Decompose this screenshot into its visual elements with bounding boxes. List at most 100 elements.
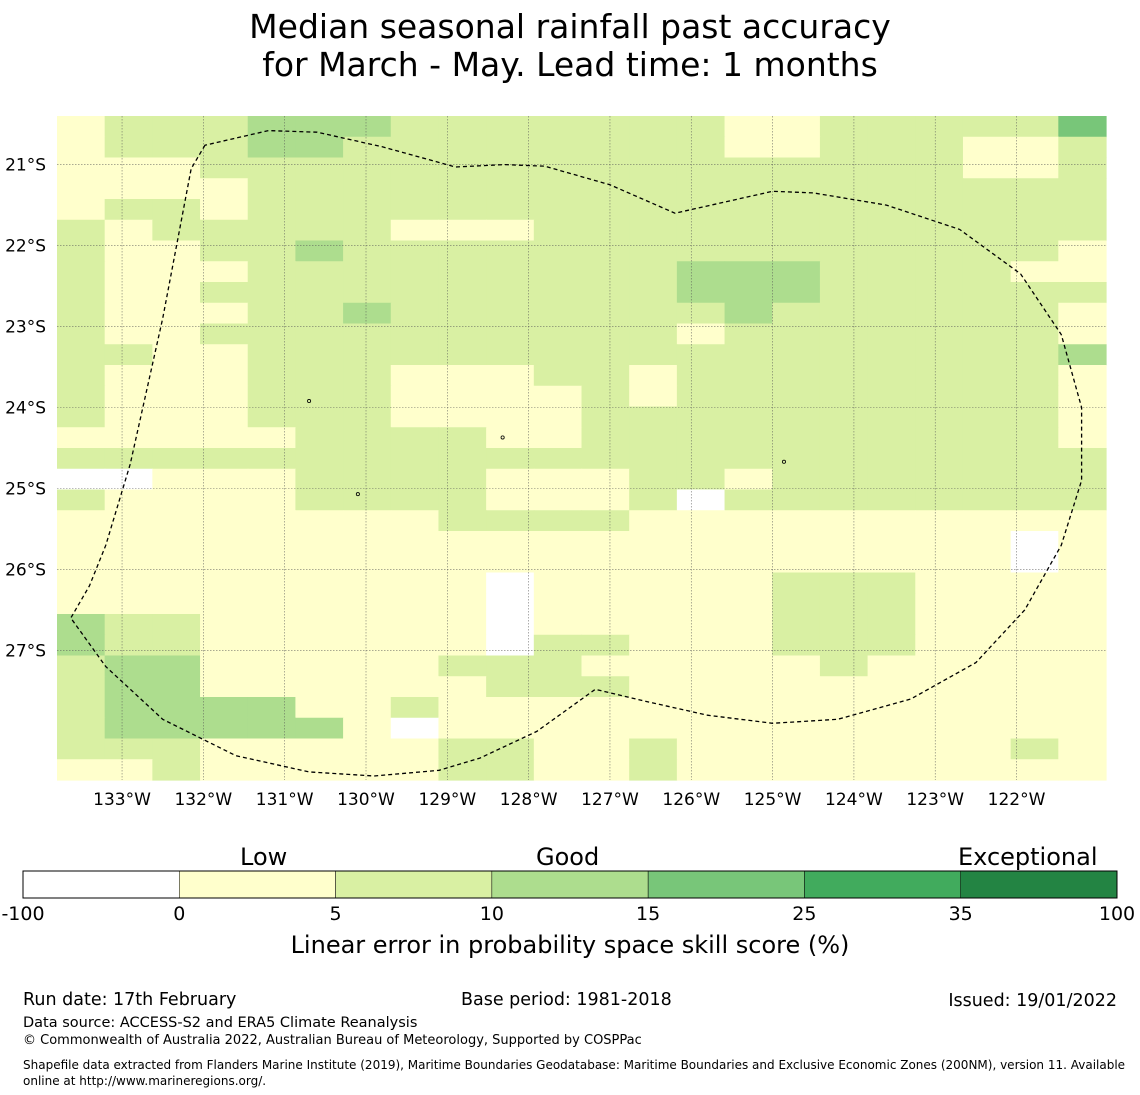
grid-cell	[1010, 634, 1059, 657]
grid-cell	[724, 157, 773, 179]
grid-cell	[819, 676, 869, 698]
grid-cell	[867, 614, 916, 636]
grid-cell	[819, 385, 869, 408]
data-source: Data source: ACCESS-S2 and ERA5 Climate …	[23, 1015, 418, 1031]
grid-cell	[867, 282, 916, 304]
grid-cell	[772, 427, 821, 449]
grid-cell	[772, 614, 821, 636]
grid-cell	[533, 489, 583, 511]
grid-cell	[438, 261, 487, 283]
grid-cell	[343, 510, 392, 532]
grid-cell	[295, 385, 344, 408]
grid-cell	[57, 282, 106, 304]
grid-cell	[772, 199, 821, 221]
grid-cell	[533, 261, 583, 283]
grid-cell	[104, 593, 153, 615]
grid-cell	[152, 427, 201, 449]
colorbar-swatch	[804, 870, 961, 899]
grid-cell	[486, 759, 535, 781]
grid-cell	[581, 510, 630, 532]
grid-cell	[867, 717, 916, 740]
grid-cell	[295, 655, 344, 677]
grid-cell	[962, 365, 1012, 387]
grid-cell	[533, 157, 583, 179]
grid-cell	[962, 531, 1012, 553]
grid-cell	[724, 448, 773, 470]
grid-cell	[915, 697, 964, 719]
run-date: Run date: 17th February	[23, 990, 237, 1010]
grid-cell	[247, 178, 297, 200]
grid-cell	[200, 406, 249, 428]
grid-cell	[438, 738, 487, 760]
grid-cell	[200, 385, 249, 408]
grid-cell	[486, 282, 535, 304]
grid-cell	[581, 344, 630, 366]
grid-cell	[1058, 531, 1107, 553]
grid-cell	[819, 593, 869, 615]
grid-cell	[867, 551, 916, 574]
grid-cell	[486, 551, 535, 574]
grid-cell	[295, 302, 344, 325]
grid-cell	[724, 344, 773, 366]
colorbar-tick-label: 100	[1098, 903, 1136, 925]
grid-cell	[915, 448, 964, 470]
grid-cell	[295, 468, 344, 491]
grid-cell	[295, 717, 344, 740]
grid-cell	[152, 489, 201, 511]
colorbar-tick-label: 35	[948, 903, 973, 925]
grid-cell	[962, 468, 1012, 491]
grid-cell	[724, 282, 773, 304]
grid-cell	[486, 468, 535, 491]
grid-cell	[200, 219, 249, 242]
grid-cell	[343, 448, 392, 470]
grid-cell	[104, 323, 153, 345]
grid-cell	[533, 551, 583, 574]
grid-cell	[438, 178, 487, 200]
grid-cell	[819, 116, 869, 138]
grid-cell	[581, 178, 630, 200]
grid-cell	[724, 676, 773, 698]
grid-cell	[676, 468, 726, 491]
colorbar-swatch	[22, 870, 180, 899]
grid-cell	[772, 240, 821, 262]
grid-cell	[390, 157, 440, 179]
grid-cell	[390, 634, 440, 657]
grid-cell	[1010, 759, 1059, 781]
grid-cell	[772, 551, 821, 574]
grid-cell	[819, 489, 869, 511]
grid-cell	[152, 738, 201, 760]
grid-cell	[390, 593, 440, 615]
grid-cell	[629, 738, 678, 760]
grid-cell	[295, 116, 344, 138]
grid-cell	[343, 427, 392, 449]
grid-cell	[152, 261, 201, 283]
grid-cell	[772, 282, 821, 304]
grid-cell	[772, 178, 821, 200]
grid-cell	[962, 717, 1012, 740]
grid-cell	[962, 282, 1012, 304]
grid-cell	[867, 240, 916, 262]
grid-cell	[295, 199, 344, 221]
colorbar-label-exceptional: Exceptional	[958, 843, 1098, 871]
grid-cell	[915, 282, 964, 304]
grid-cell	[724, 406, 773, 428]
grid-cell	[772, 323, 821, 345]
grid-cell	[104, 572, 153, 594]
grid-cell	[295, 136, 344, 159]
grid-cell	[1010, 593, 1059, 615]
grid-cell	[962, 261, 1012, 283]
grid-cell	[200, 157, 249, 179]
grid-cell	[152, 406, 201, 428]
grid-cell	[438, 489, 487, 511]
grid-cell	[1010, 738, 1059, 760]
grid-cell	[629, 282, 678, 304]
grid-cell	[57, 261, 106, 283]
grid-cell	[915, 593, 964, 615]
grid-cell	[295, 406, 344, 428]
grid-cell	[104, 655, 153, 677]
grid-cell	[724, 510, 773, 532]
grid-cell	[247, 510, 297, 532]
grid-cell	[867, 634, 916, 657]
grid-cell	[247, 240, 297, 262]
grid-cell	[200, 282, 249, 304]
